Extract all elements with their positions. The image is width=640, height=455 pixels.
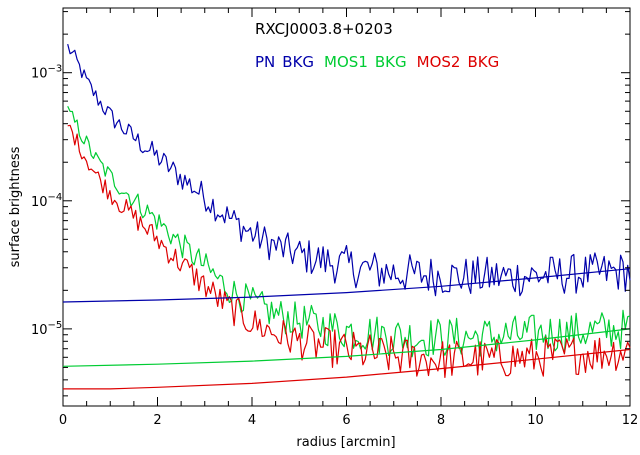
series-line-pn-bkg — [62, 268, 631, 303]
x-tick-label: 8 — [437, 413, 445, 428]
legend-series-mos1: MOS1 — [324, 53, 368, 71]
x-axis-label: radius [arcmin] — [296, 435, 395, 450]
x-tick-label: 12 — [622, 413, 639, 428]
legend-bkg-pn: BKG — [282, 53, 314, 71]
legend: PN BKG MOS1 BKG MOS2 BKG — [255, 53, 499, 71]
x-ticks: 0 2 4 6 8 10 12 — [59, 8, 638, 428]
legend-series-mos2: MOS2 — [417, 53, 461, 71]
legend-bkg-mos2: BKG — [467, 53, 499, 71]
x-tick-label: 2 — [153, 413, 161, 428]
y-tick-label: 10−4 — [31, 192, 62, 210]
legend-series-pn: PN — [255, 53, 275, 71]
x-tick-label: 10 — [527, 413, 544, 428]
series-line-mos2-bkg — [63, 348, 631, 390]
series-line-pn — [67, 43, 631, 297]
series-layer — [62, 43, 631, 390]
series-line-mos2 — [67, 124, 631, 378]
chart-title: RXCJ0003.8+0203 — [255, 20, 393, 38]
x-tick-label: 0 — [59, 413, 67, 428]
legend-text: PN BKG MOS1 BKG MOS2 BKG — [255, 53, 499, 71]
legend-bkg-mos1: BKG — [375, 53, 407, 71]
y-tick-label: 10−3 — [31, 64, 62, 82]
series-line-mos1-bkg — [62, 328, 631, 367]
series-line-mos1 — [67, 105, 631, 358]
y-axis-label: surface brightness — [8, 146, 23, 267]
y-tick-label: 10−5 — [31, 320, 62, 338]
x-tick-label: 4 — [248, 413, 256, 428]
x-tick-label: 6 — [342, 413, 350, 428]
